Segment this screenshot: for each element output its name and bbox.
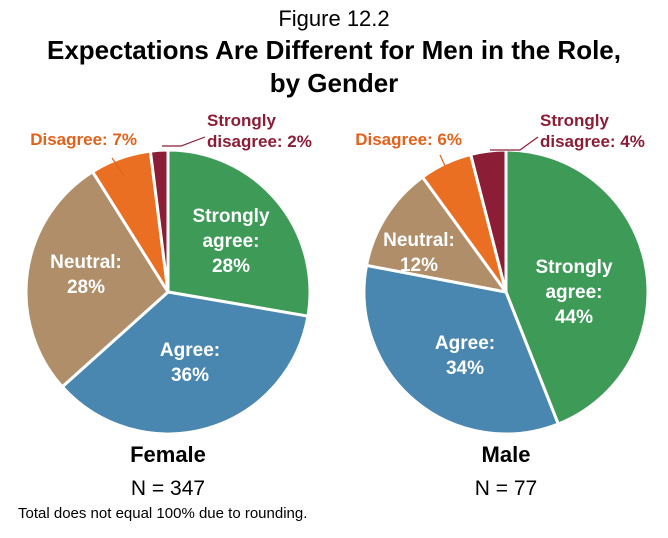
slice-label-line: 28%: [212, 256, 250, 277]
slice-label-line: 44%: [555, 307, 593, 328]
sample-size-male: N = 77: [475, 477, 537, 500]
slice-label-strongly-disagree: Strongly disagree: 4%: [540, 111, 645, 151]
leader-line-strongly-disagree: [162, 136, 206, 147]
figure-label: Figure 12.2: [278, 6, 390, 31]
slice-label-disagree: Disagree: 6%: [355, 130, 462, 149]
pie-female: Strongly agree: 28% Agree: 36% Neutral: 28% Dis…: [24, 111, 312, 500]
pie-male: Strongly agree: 44% Agree: 34% Neutral: 12% Dis…: [355, 111, 650, 500]
slice-label-line: agree:: [202, 231, 259, 252]
slice-label-strongly-agree: Strongly agree: 28%: [192, 206, 269, 277]
slice-strongly-disagree: [148, 148, 170, 294]
slice-label-line: Agree:: [160, 340, 220, 361]
slice-label-line: 36%: [171, 365, 209, 386]
slice-agree: [362, 263, 560, 436]
slice-label-line: disagree: 2%: [207, 132, 312, 151]
slice-strongly-agree: [504, 148, 650, 426]
slice-label-neutral: Neutral: 28%: [50, 252, 122, 298]
slice-label-line: agree:: [545, 282, 602, 303]
slice-agree: [60, 290, 310, 436]
slice-neutral: [24, 170, 170, 389]
leader-line-strongly-disagree: [490, 136, 539, 151]
slice-label-strongly-disagree: Strongly disagree: 2%: [207, 111, 312, 151]
slice-label-line: 12%: [400, 255, 438, 276]
pie-name-female: Female: [130, 442, 206, 467]
slice-label-neutral: Neutral: 12%: [383, 230, 455, 276]
slice-label-line: Strongly: [207, 111, 276, 130]
slice-label-line: disagree: 4%: [540, 132, 645, 151]
slice-label-line: Strongly: [540, 111, 609, 130]
slice-label-line: Neutral:: [383, 230, 455, 251]
leader-line-disagree: [439, 154, 446, 167]
slice-label-line: Neutral:: [50, 252, 122, 273]
chart-title-line1: Expectations Are Different for Men in th…: [46, 35, 621, 65]
slice-label-line: Strongly: [192, 206, 269, 227]
slice-strongly-agree: [166, 148, 312, 318]
chart-title: Expectations Are Different for Men in th…: [0, 34, 668, 100]
rounding-note: Total does not equal 100% due to roundin…: [18, 505, 308, 522]
chart-title-line2: by Gender: [269, 68, 399, 98]
slice-label-line: Disagree: 6%: [355, 130, 462, 149]
slice-label-agree: Agree: 34%: [435, 333, 495, 379]
slice-label-line: 28%: [67, 277, 105, 298]
leader-line-disagree: [111, 157, 125, 177]
pie-name-male: Male: [482, 442, 531, 467]
slice-label-line: Strongly: [535, 257, 612, 278]
slice-label-line: 34%: [446, 358, 484, 379]
slice-neutral: [365, 175, 508, 294]
slice-label-line: Disagree: 7%: [30, 130, 137, 149]
slice-label-strongly-agree: Strongly agree: 44%: [535, 257, 612, 328]
slice-label-line: Agree:: [435, 333, 495, 354]
slice-label-agree: Agree: 36%: [160, 340, 220, 386]
slice-label-disagree: Disagree: 7%: [30, 130, 137, 149]
sample-size-female: N = 347: [131, 477, 205, 500]
